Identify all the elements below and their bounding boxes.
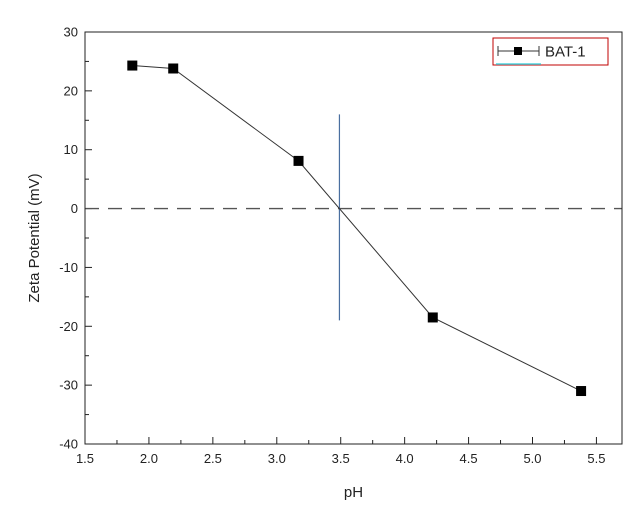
y-tick-label: -40 — [59, 437, 78, 452]
series-line — [132, 65, 582, 392]
x-tick-label: 5.5 — [587, 451, 605, 466]
x-tick-label: 3.5 — [332, 451, 350, 466]
legend-label: BAT-1 — [545, 44, 586, 61]
x-tick-label: 4.5 — [460, 451, 478, 466]
ticks-layer: 1.5 2.0 2.5 3.0 3.5 4.0 4.5 5.0 5.5 -40 -30 -20 -10 0… — [59, 25, 605, 467]
x-tick-label: 2.5 — [204, 451, 222, 466]
y-tick-label: -10 — [59, 260, 78, 275]
y-axis-label: Zeta Potential (mV) — [26, 173, 43, 302]
y-tick-label: -20 — [59, 319, 78, 334]
y-tick-label: -30 — [59, 378, 78, 393]
x-tick-label: 3.0 — [268, 451, 286, 466]
data-point-marker — [576, 386, 587, 397]
data-point-marker — [168, 63, 179, 74]
reference-lines-layer — [85, 114, 622, 321]
data-point-marker — [293, 155, 304, 166]
y-tick-label: 20 — [64, 83, 78, 98]
legend-marker — [514, 47, 522, 55]
x-tick-label: 4.0 — [396, 451, 414, 466]
data-point-marker — [127, 60, 138, 71]
y-tick-label: 10 — [64, 142, 78, 157]
legend: BAT-1 — [492, 37, 609, 66]
y-tick-label: 0 — [71, 201, 78, 216]
data-point-marker — [427, 312, 438, 323]
x-tick-label: 2.0 — [140, 451, 158, 466]
y-tick-label: 30 — [64, 25, 78, 40]
plot-frame — [84, 31, 623, 445]
x-axis-label: pH — [344, 484, 363, 501]
series-layer — [127, 60, 587, 397]
x-tick-label: 5.0 — [523, 451, 541, 466]
x-tick-label: 1.5 — [76, 451, 94, 466]
